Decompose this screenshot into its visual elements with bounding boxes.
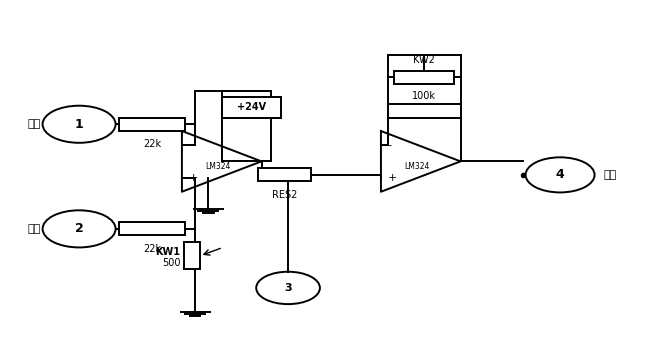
Text: 1: 1 [75, 118, 84, 131]
Bar [184, 243, 200, 269]
Text: 4: 4 [556, 168, 565, 181]
Text: 100k: 100k [412, 91, 436, 100]
Text: LM324: LM324 [205, 162, 230, 171]
Text: 500: 500 [162, 258, 181, 268]
Polygon shape [381, 131, 460, 192]
Text: RES2: RES2 [272, 190, 298, 200]
Text: 2: 2 [75, 222, 84, 235]
Polygon shape [182, 131, 262, 192]
Text: 22k: 22k [143, 244, 161, 254]
Text: 输入: 输入 [27, 224, 41, 234]
Text: 输入: 输入 [27, 119, 41, 129]
Text: +: + [387, 173, 397, 183]
Text: LM324: LM324 [404, 162, 429, 171]
Text: KW2: KW2 [413, 55, 435, 65]
Text: +: + [189, 173, 198, 183]
Bar [394, 71, 454, 84]
Bar [119, 223, 185, 235]
Text: -: - [387, 140, 391, 150]
Text: -: - [189, 140, 193, 150]
Text: 22k: 22k [143, 139, 161, 149]
Text: 3: 3 [284, 283, 292, 293]
Bar [387, 104, 460, 118]
Text: +24V: +24V [237, 103, 266, 113]
Text: KW1: KW1 [156, 247, 181, 257]
Bar [119, 118, 185, 131]
Bar [258, 168, 311, 181]
Text: 输出: 输出 [603, 170, 616, 180]
Bar [221, 97, 282, 118]
